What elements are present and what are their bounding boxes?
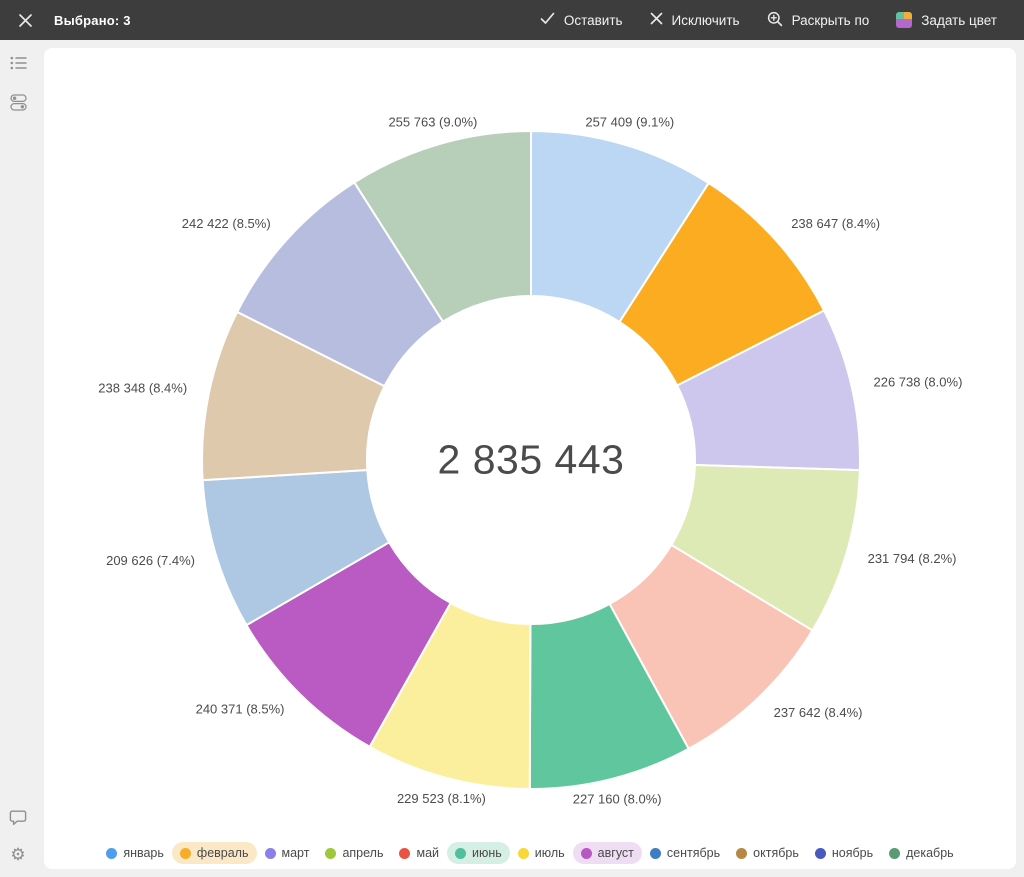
left-toolbar-top	[8, 40, 29, 113]
legend-label: ноябрь	[831, 846, 874, 860]
data-label-июль: 229 523 (8.1%)	[397, 791, 486, 806]
gear-glyph: ⚙	[10, 845, 26, 864]
exclude-button[interactable]: Исключить	[650, 12, 740, 28]
legend-dot	[179, 847, 191, 859]
legend-dot	[580, 847, 592, 859]
pie-slice-декабрь[interactable]	[353, 130, 532, 323]
legend-dot	[517, 847, 529, 859]
legend-dot	[106, 847, 118, 859]
legend-item-сентябрь[interactable]: сентябрь	[642, 842, 728, 864]
data-label-ноябрь: 242 422 (8.5%)	[182, 216, 271, 231]
close-icon[interactable]	[14, 9, 37, 32]
keep-button[interactable]: Оставить	[540, 12, 623, 28]
legend-label: март	[281, 846, 310, 860]
legend-label: январь	[123, 846, 164, 860]
legend-item-апрель[interactable]: апрель	[317, 842, 391, 864]
legend-dot	[889, 847, 901, 859]
data-label-сентябрь: 209 626 (7.4%)	[106, 553, 195, 568]
legend-label: июль	[534, 846, 565, 860]
legend-item-январь[interactable]: январь	[98, 842, 172, 864]
toolbar-actions: Оставить Исключить Раскрыть по	[540, 11, 1024, 30]
legend-item-июнь[interactable]: июнь	[447, 842, 510, 864]
legend-item-август[interactable]: август	[572, 842, 642, 864]
set-color-button-label: Задать цвет	[921, 12, 997, 28]
legend-dot	[455, 847, 466, 859]
zoom-in-icon	[767, 11, 783, 30]
legend-label: сентябрь	[666, 846, 721, 860]
legend-item-декабрь[interactable]: декабрь	[881, 842, 962, 864]
legend-item-октябрь[interactable]: октябрь	[728, 842, 807, 864]
data-label-декабрь: 255 763 (9.0%)	[388, 114, 477, 129]
data-label-май: 237 642 (8.4%)	[774, 705, 863, 720]
legend-label: апрель	[342, 846, 384, 860]
legend-label: октябрь	[753, 846, 799, 860]
legend-label: август	[597, 846, 634, 860]
chart-widget: 257 409 (9.1%) 238 647 (8.4%) 226 738 (8.0…	[44, 48, 1016, 869]
data-label-октябрь: 238 348 (8.4%)	[98, 381, 187, 396]
legend-dot	[736, 847, 748, 859]
chart-center-total: 2 835 443	[437, 436, 625, 483]
data-label-январь: 257 409 (9.1%)	[585, 115, 674, 130]
palette-icon	[896, 12, 913, 28]
legend-label: декабрь	[906, 846, 954, 860]
left-toolbar: ⚙	[0, 40, 36, 877]
comment-icon[interactable]	[7, 808, 29, 828]
legend-item-ноябрь[interactable]: ноябрь	[807, 842, 881, 864]
legend-item-июль[interactable]: июль	[510, 842, 573, 864]
check-icon	[540, 12, 555, 28]
legend-dot	[399, 847, 411, 859]
selection-toolbar: Выбрано: 3 Оставить Исключить	[0, 0, 1024, 40]
legend-item-март[interactable]: март	[257, 842, 318, 864]
legend-item-май[interactable]: май	[391, 842, 447, 864]
toggles-icon[interactable]	[8, 92, 29, 113]
legend-dot	[264, 847, 276, 859]
data-label-апрель: 231 794 (8.2%)	[868, 551, 957, 566]
left-toolbar-bottom: ⚙	[7, 808, 29, 877]
data-label-март: 226 738 (8.0%)	[874, 375, 963, 390]
list-icon[interactable]	[8, 54, 29, 72]
close-icon-glyph	[19, 13, 32, 27]
exclude-button-label: Исключить	[671, 12, 740, 28]
drilldown-button[interactable]: Раскрыть по	[767, 11, 870, 30]
data-label-февраль: 238 647 (8.4%)	[791, 216, 880, 231]
legend-dot	[649, 847, 661, 859]
legend-label: июнь	[472, 846, 502, 860]
set-color-button[interactable]: Задать цвет	[896, 12, 997, 28]
chart-legend: январь февраль март апрель май июнь июль август…	[44, 842, 1016, 864]
donut-chart: 257 409 (9.1%) 238 647 (8.4%) 226 738 (8.0…	[98, 114, 963, 807]
selection-count: Выбрано: 3	[54, 12, 131, 28]
keep-button-label: Оставить	[563, 12, 623, 28]
gear-icon[interactable]: ⚙	[8, 844, 27, 865]
x-icon	[650, 12, 663, 28]
legend-dot	[325, 847, 337, 859]
legend-label: май	[416, 846, 439, 860]
drilldown-button-label: Раскрыть по	[791, 12, 870, 28]
legend-label: февраль	[196, 846, 249, 860]
data-label-август: 240 371 (8.5%)	[196, 701, 285, 716]
legend-item-февраль[interactable]: февраль	[171, 842, 257, 864]
data-label-июнь: 227 160 (8.0%)	[573, 792, 662, 807]
legend-dot	[814, 847, 826, 859]
